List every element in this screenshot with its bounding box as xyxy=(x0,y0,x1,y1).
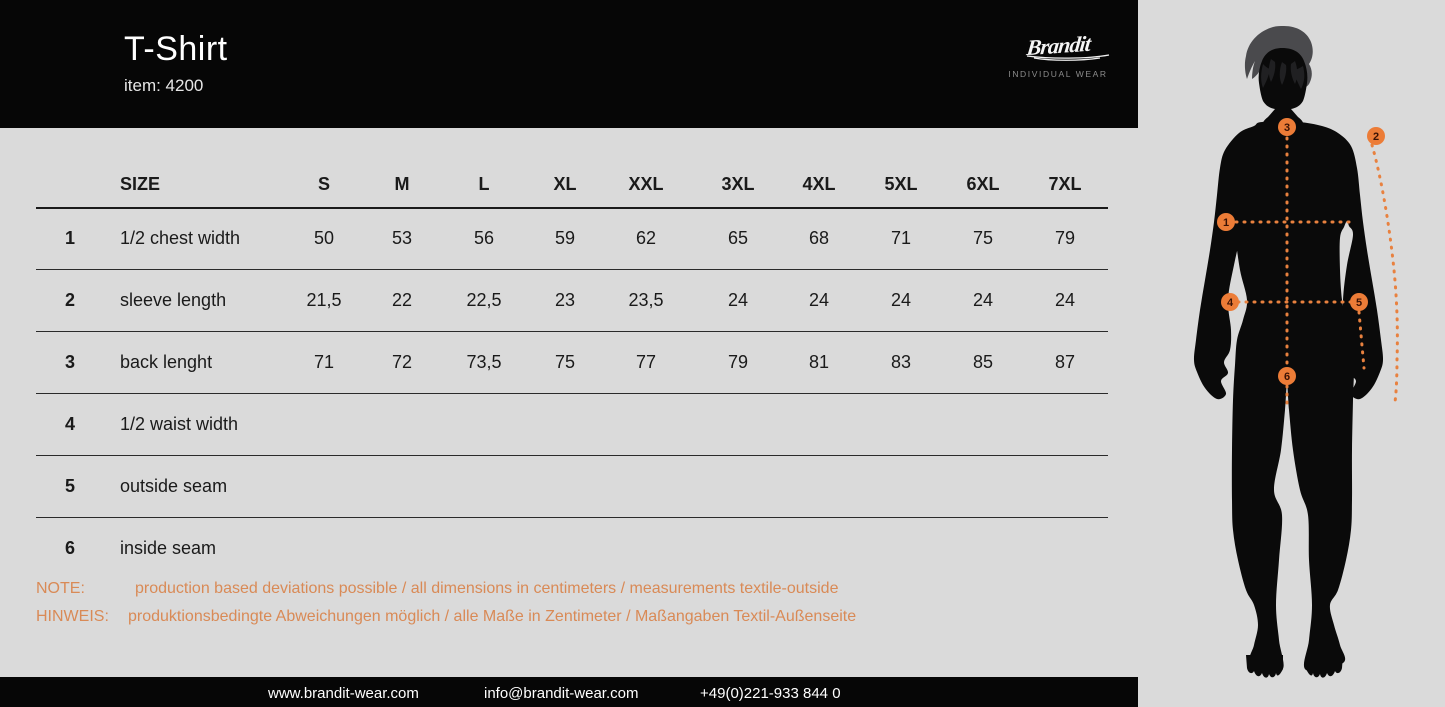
svg-text:5: 5 xyxy=(1356,297,1362,309)
svg-text:2: 2 xyxy=(1373,131,1379,143)
svg-text:4: 4 xyxy=(1227,297,1234,309)
svg-text:3: 3 xyxy=(1284,122,1290,134)
svg-text:6: 6 xyxy=(1284,371,1290,383)
svg-text:1: 1 xyxy=(1223,217,1229,229)
